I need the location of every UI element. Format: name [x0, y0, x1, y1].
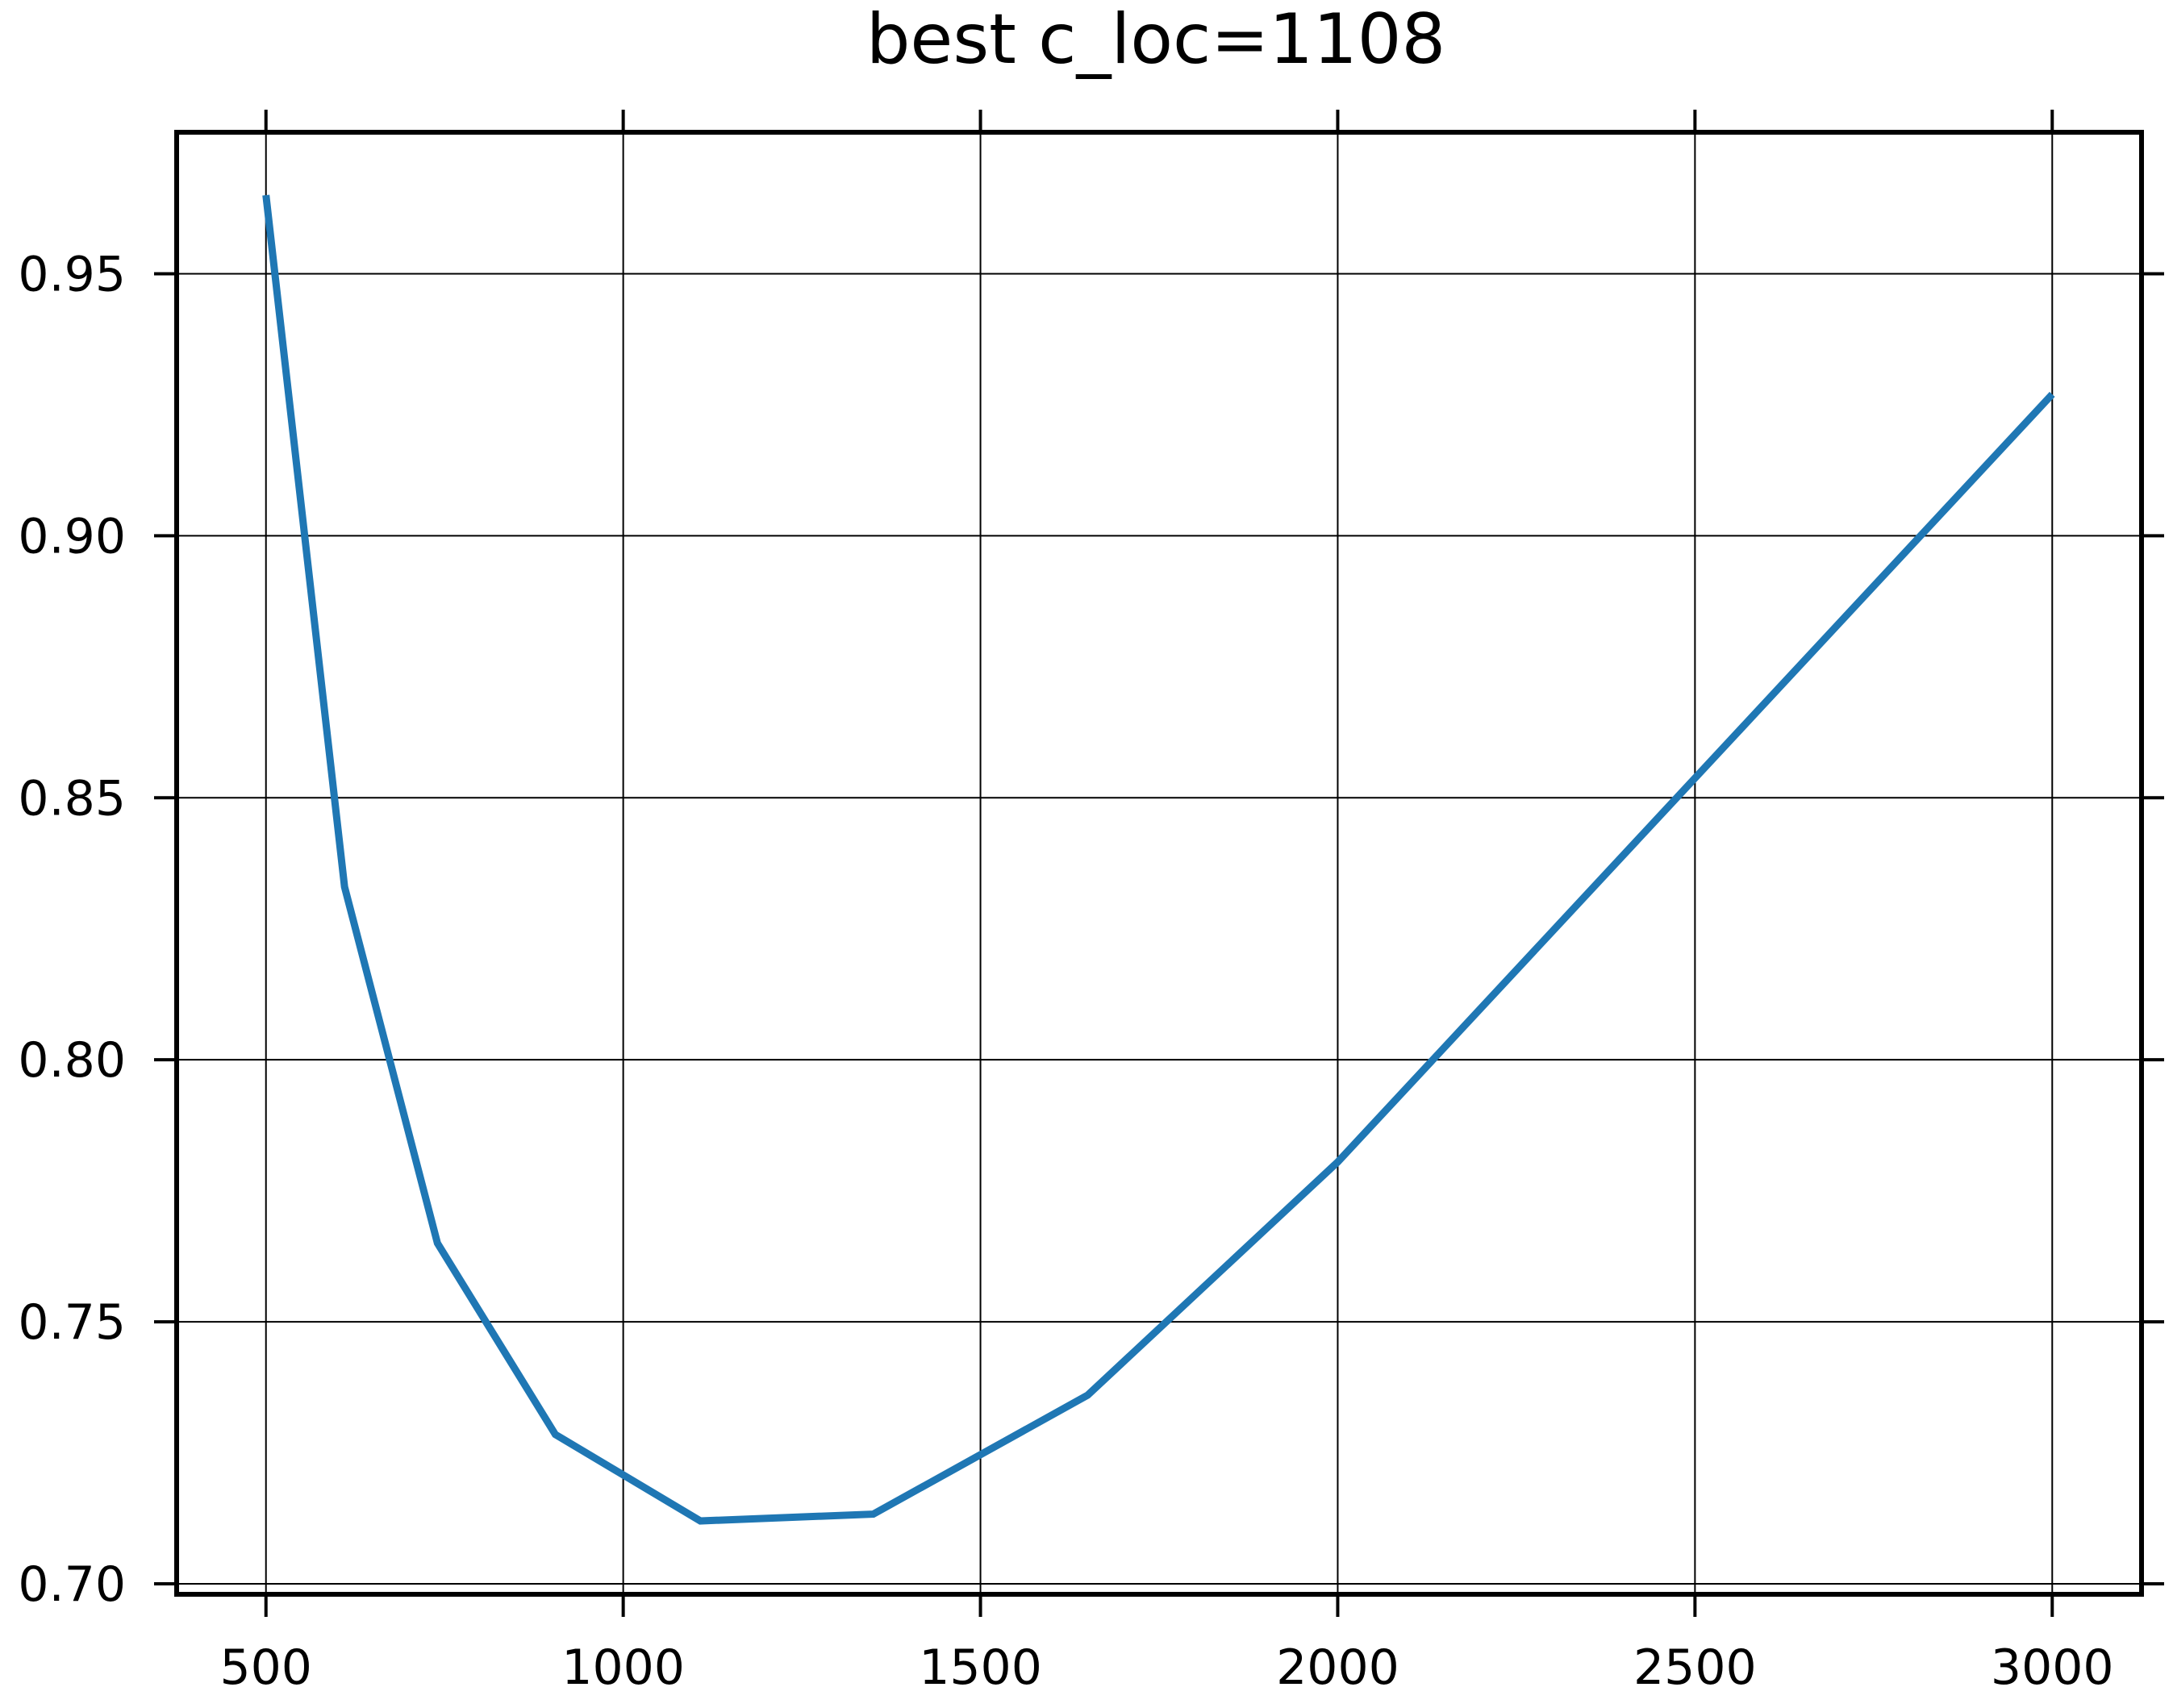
y-tick-label: 0.75 — [18, 1294, 126, 1351]
x-tick-label: 2500 — [1633, 1639, 1757, 1696]
axis-ticks — [154, 110, 2164, 1617]
x-tick-label: 1500 — [919, 1639, 1042, 1696]
grid-lines — [177, 132, 2142, 1594]
chart-title: best c_loc=1108 — [866, 0, 1445, 80]
series-line — [262, 194, 2055, 1525]
series-layer — [262, 194, 2055, 1525]
y-tick-label: 0.95 — [18, 246, 126, 302]
y-tick-label: 0.70 — [18, 1556, 126, 1613]
x-tick-label: 3000 — [1991, 1639, 2114, 1696]
x-tick-label: 500 — [219, 1639, 312, 1696]
plot-frame — [174, 130, 2144, 1597]
x-tick-label: 1000 — [561, 1639, 685, 1696]
tick-labels: 500 1000 1500 2000 2500 3000 0.70 0.75 0.80 0.85 0… — [18, 246, 2113, 1696]
y-tick-label: 0.85 — [18, 770, 126, 827]
x-tick-label: 2000 — [1276, 1639, 1399, 1696]
y-tick-label: 0.90 — [18, 508, 126, 564]
y-tick-label: 0.80 — [18, 1032, 126, 1089]
